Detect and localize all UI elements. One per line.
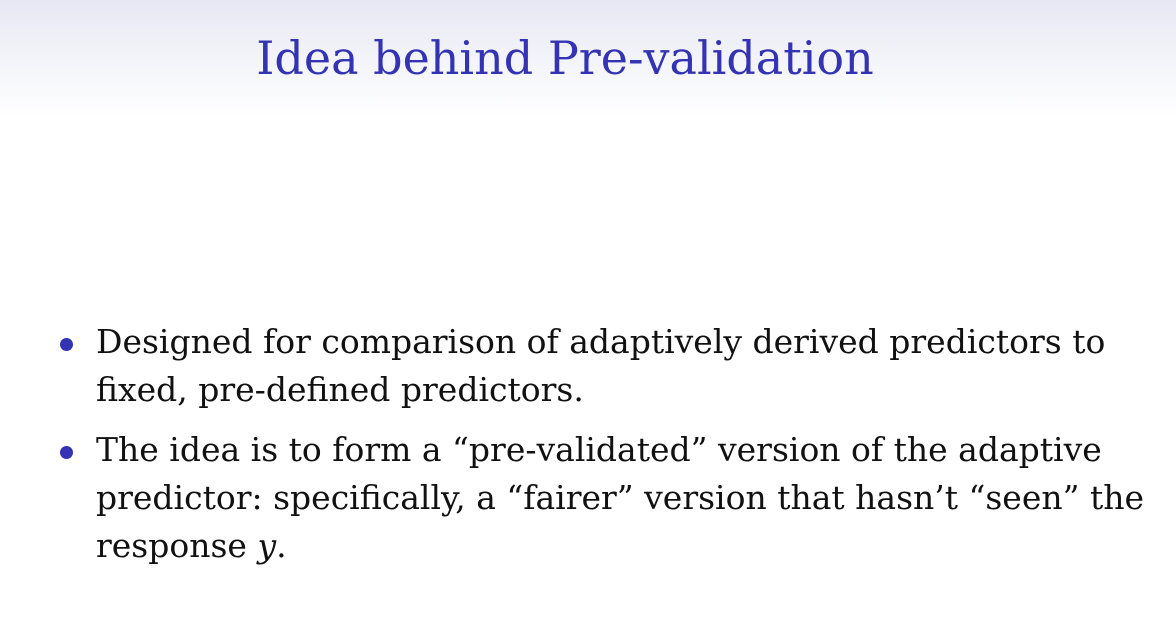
math-variable: y bbox=[257, 526, 277, 565]
title-band bbox=[0, 0, 1176, 120]
bullet-dot-icon bbox=[60, 338, 73, 351]
bullet-text-end: . bbox=[276, 526, 287, 565]
bullet-item: The idea is to form a “pre-validated” ve… bbox=[58, 426, 1148, 570]
slide-title: Idea behind Pre-validation bbox=[256, 31, 874, 85]
bullet-text: Designed for comparison of adaptively de… bbox=[96, 322, 1106, 409]
bullet-list: Designed for comparison of adaptively de… bbox=[58, 318, 1148, 582]
bullet-item: Designed for comparison of adaptively de… bbox=[58, 318, 1148, 414]
bullet-dot-icon bbox=[60, 446, 73, 459]
bullet-text: The idea is to form a “pre-validated” ve… bbox=[96, 430, 1145, 565]
